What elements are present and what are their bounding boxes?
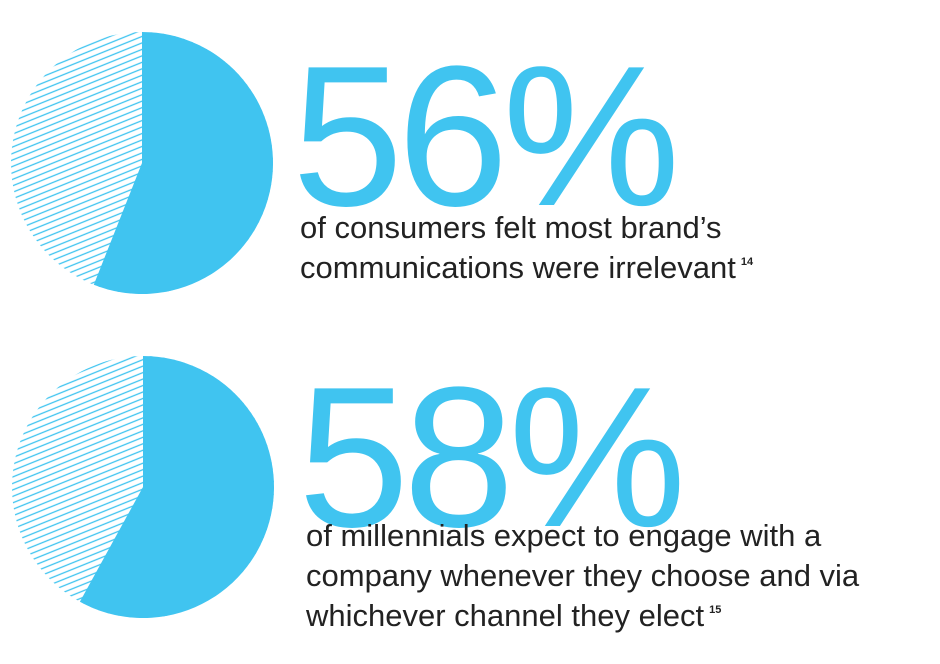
big-value: 58% <box>298 346 680 569</box>
pie-slice <box>93 32 273 294</box>
footnote: 14 <box>741 256 754 268</box>
pie-slice <box>79 356 274 619</box>
caption-line: whichever channel they elect <box>305 598 704 633</box>
caption-line: of consumers felt most brand’s <box>300 210 722 245</box>
caption-line: communications were irrelevant <box>300 250 736 285</box>
caption-line: company whenever they choose and via <box>306 558 860 593</box>
caption-line: of millennials expect to engage with a <box>306 518 822 553</box>
big-value: 56% <box>292 25 674 248</box>
footnote: 15 <box>709 604 721 616</box>
